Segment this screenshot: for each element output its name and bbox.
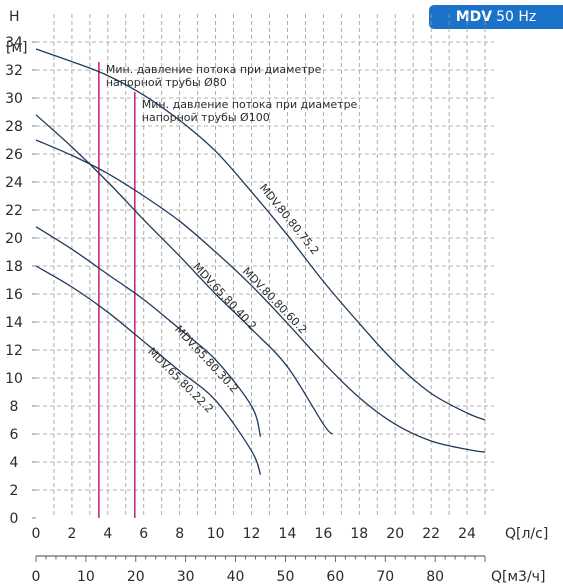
x2-tick-label: 30 [177, 569, 195, 585]
x2-axis-label: Q[м3/ч] [491, 569, 545, 585]
x-axis-label: Q[л/с] [505, 526, 548, 542]
y-tick-label: 0 [10, 511, 19, 527]
x-tick-label: 8 [175, 526, 184, 542]
y-tick-label: 28 [5, 119, 23, 135]
x-tick-label: 6 [139, 526, 148, 542]
badge-model: MDV [455, 9, 493, 25]
badge-frequency: 50 Hz [496, 9, 537, 25]
x-tick-label: 14 [279, 526, 297, 542]
min-pressure-markers: Мин. давление потока при диаметренапорно… [98, 62, 358, 518]
curve-mdv-80-80-75-2 [35, 48, 486, 421]
min-pressure-note: напорной трубы Ø80 [106, 76, 227, 89]
x-tick-label: 16 [314, 526, 332, 542]
curve-mdv-65-80-40-2 [35, 114, 333, 435]
y-tick-label: 12 [5, 343, 23, 359]
y-tick-label: 34 [5, 35, 23, 51]
curve-mdv-65-80-22-2 [35, 265, 262, 475]
x-tick-label: 22 [422, 526, 440, 542]
curve-mdv-80-80-60-2 [35, 139, 486, 453]
curve-mdv-65-80-30-2 [35, 226, 262, 437]
y-tick-label: 4 [10, 455, 19, 471]
min-pressure-note: Мин. давление потока при диаметре [142, 98, 358, 111]
x-tick-label: 24 [458, 526, 476, 542]
min-pressure-note: Мин. давление потока при диаметре [106, 63, 322, 76]
x2-tick-label: 60 [326, 569, 344, 585]
x2-tick-label: 20 [127, 569, 145, 585]
y-axis-title: H [9, 9, 20, 25]
y-tick-label: 22 [5, 203, 23, 219]
x-tick-label: 4 [103, 526, 112, 542]
x2-tick-label: 10 [77, 569, 95, 585]
x-tick-label: 18 [350, 526, 368, 542]
grid [36, 14, 494, 518]
series-badge: MDV 50 Hz [429, 5, 563, 29]
y-tick-label: 26 [5, 147, 23, 163]
y-tick-label: 20 [5, 231, 23, 247]
y-tick-label: 30 [5, 91, 23, 107]
x2-tick-label: 50 [277, 569, 295, 585]
x-tick-label: 0 [32, 526, 41, 542]
x-tick-label: 12 [243, 526, 261, 542]
y-tick-label: 10 [5, 371, 23, 387]
y-tick-label: 8 [10, 399, 19, 415]
x2-tick-label: 0 [32, 569, 41, 585]
x-tick-label: 20 [386, 526, 404, 542]
y-tick-label: 18 [5, 259, 23, 275]
x2-tick-label: 80 [426, 569, 444, 585]
min-pressure-note: напорной трубы Ø100 [142, 111, 270, 124]
x2-tick-label: 70 [376, 569, 394, 585]
y-tick-label: 24 [5, 175, 23, 191]
x2-tick-label: 40 [227, 569, 245, 585]
y-axis-unit: [м] [6, 40, 28, 56]
y-tick-label: 32 [5, 63, 23, 79]
y-tick-label: 6 [10, 427, 19, 443]
curve-label: MDV.80.80.75.2 [257, 182, 322, 258]
x-tick-label: 2 [67, 526, 76, 542]
y-tick-label: 14 [5, 315, 23, 331]
y-tick-label: 2 [10, 483, 19, 499]
x-tick-label: 10 [207, 526, 225, 542]
y-tick-label: 16 [5, 287, 23, 303]
